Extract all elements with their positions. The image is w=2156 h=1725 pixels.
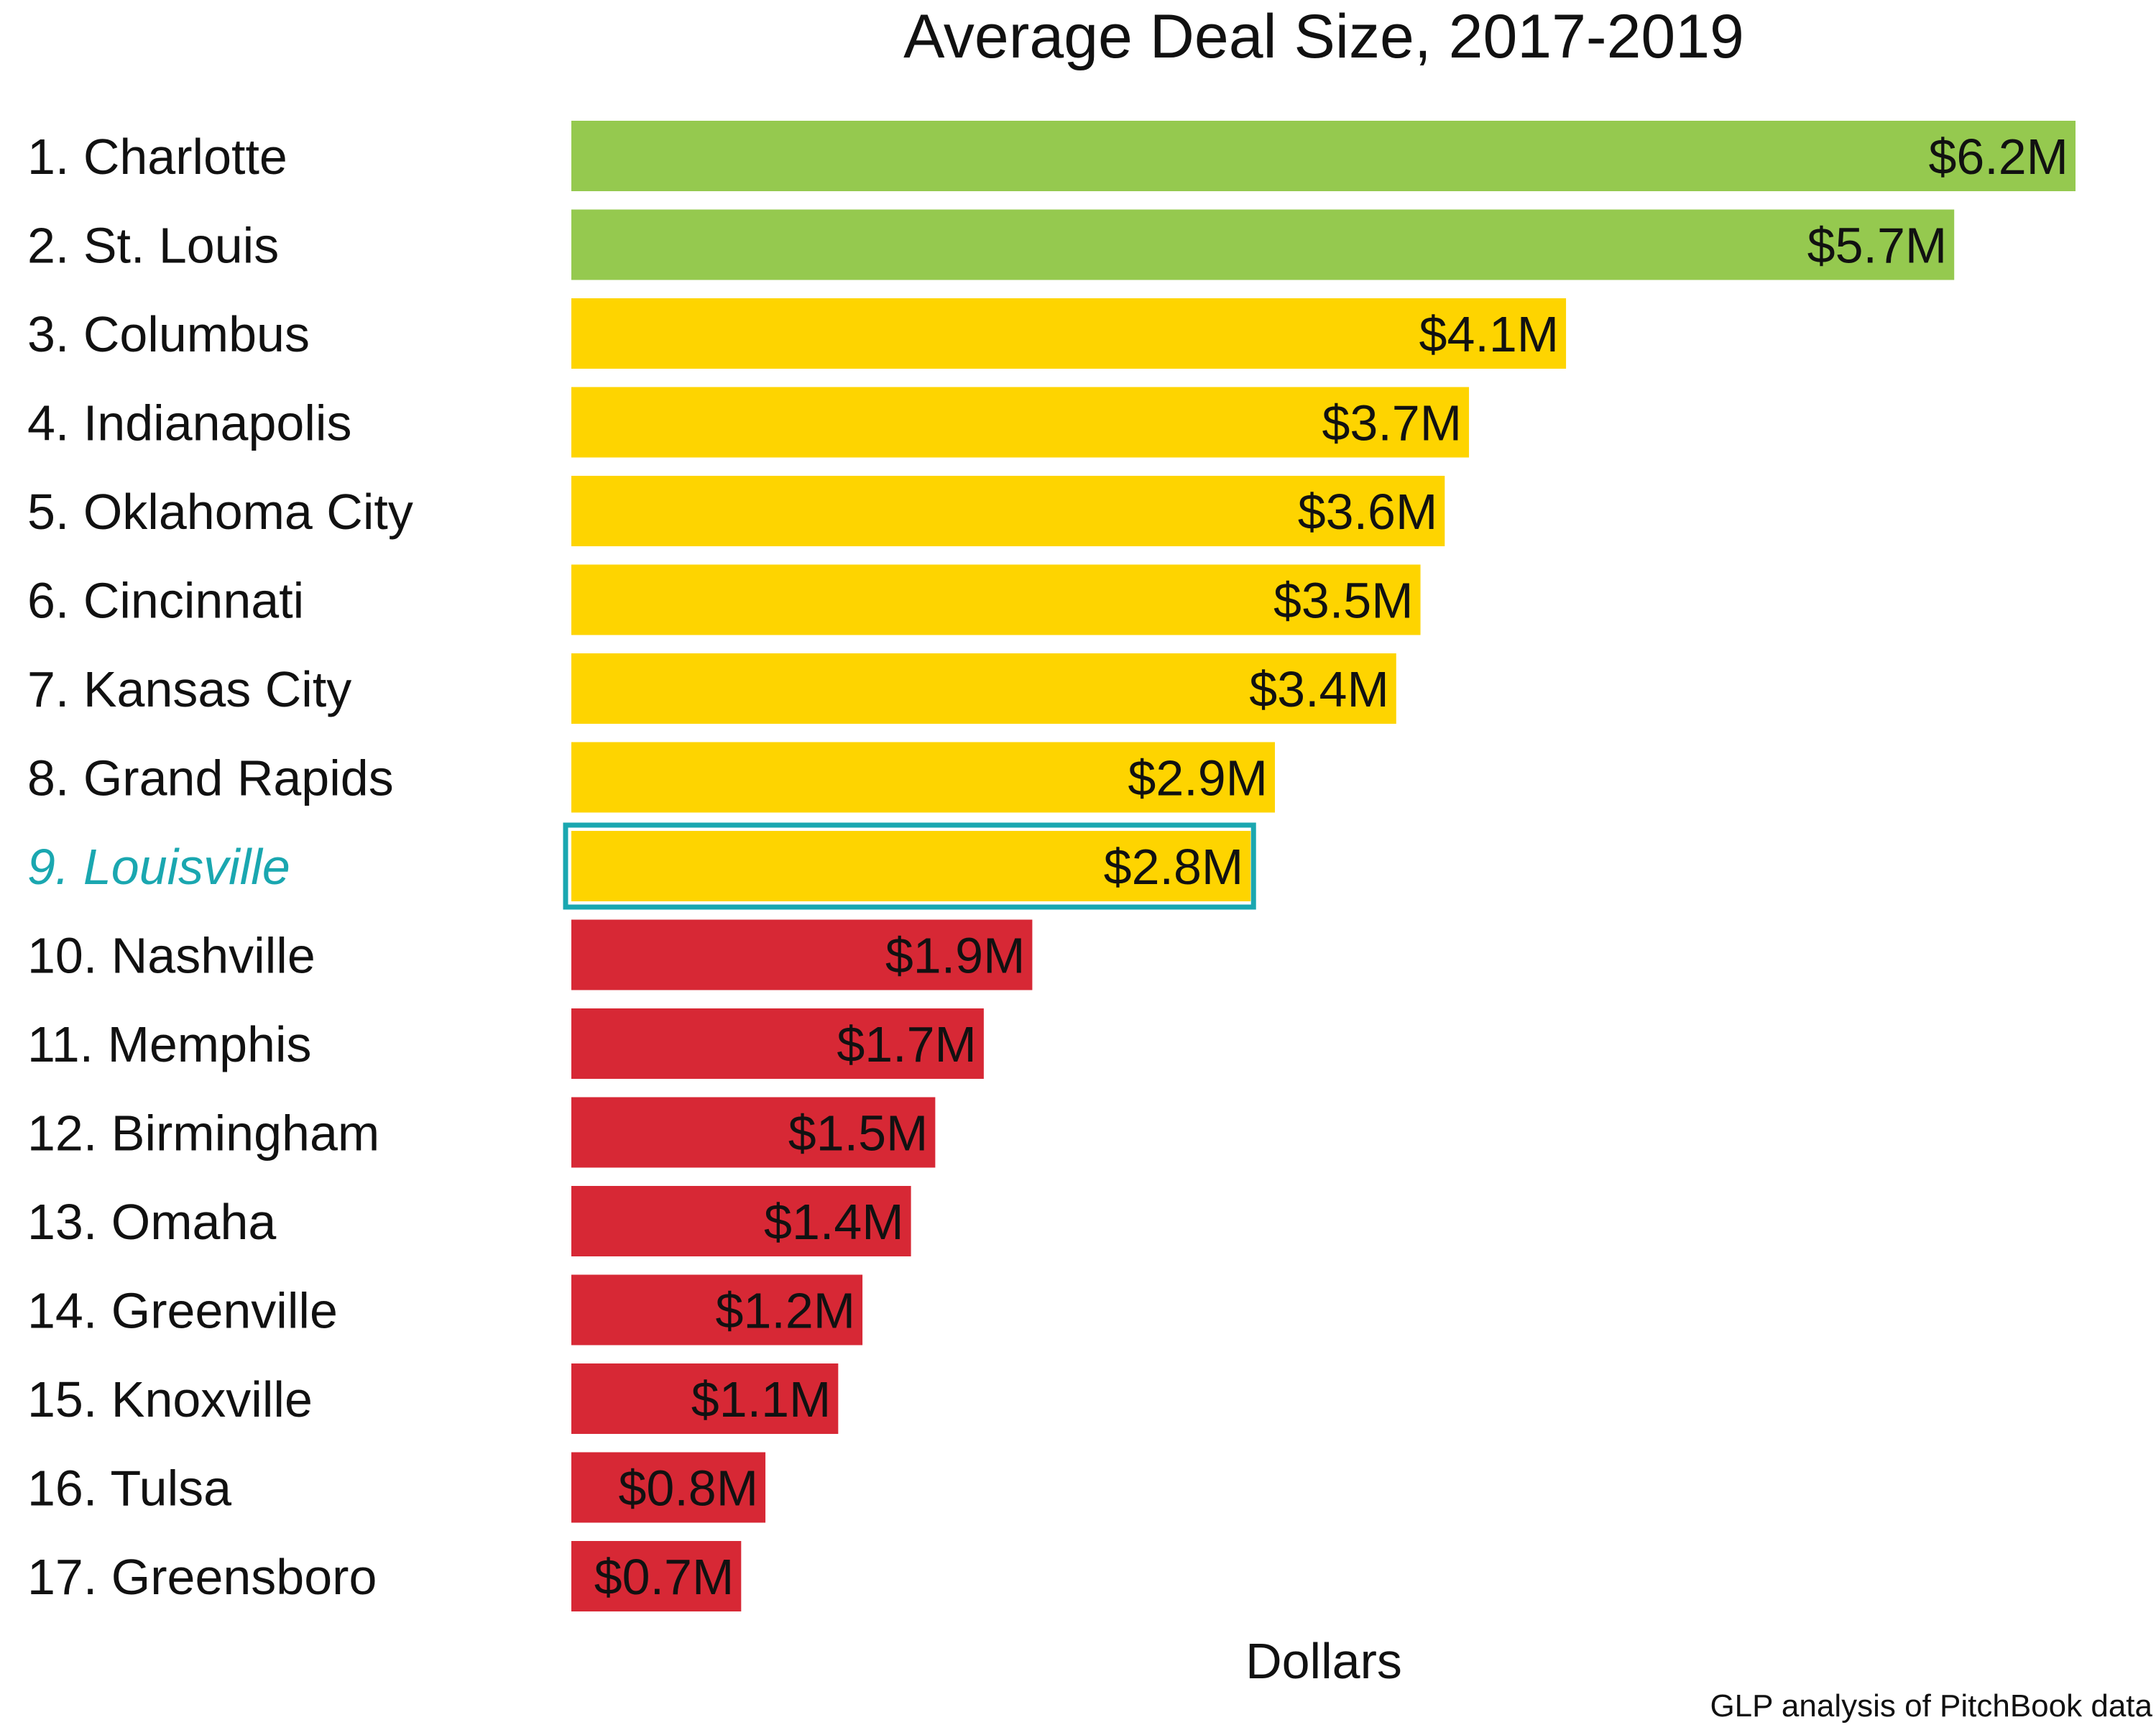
bar-row: 16. Tulsa $0.8M — [27, 1452, 766, 1523]
bar-row: 9. Louisville $2.8M — [27, 822, 1256, 910]
value-label: $1.5M — [788, 1105, 929, 1162]
value-label: $0.7M — [594, 1549, 734, 1605]
category-label: 7. Kansas City — [27, 661, 351, 717]
highlight-outline — [563, 822, 1256, 910]
bar-row: 2. St. Louis $5.7M — [27, 209, 1955, 280]
value-label: $3.7M — [1322, 395, 1462, 451]
bar-row: 8. Grand Rapids $2.9M — [27, 742, 1275, 813]
category-label: 17. Greensboro — [27, 1549, 377, 1605]
value-label: $4.1M — [1419, 306, 1560, 362]
bar-row: 6. Cincinnati $3.5M — [27, 564, 1421, 635]
bar-row: 1. Charlotte $6.2M — [27, 121, 2076, 191]
category-label: 10. Nashville — [27, 928, 315, 984]
category-label: 2. St. Louis — [27, 218, 279, 274]
category-label: 1. Charlotte — [27, 129, 287, 185]
bar-row: 4. Indianapolis $3.7M — [27, 387, 1470, 458]
bar-row: 13. Omaha $1.4M — [27, 1186, 911, 1256]
bar — [571, 121, 2076, 191]
bar — [571, 1097, 936, 1168]
value-label: $1.7M — [837, 1016, 977, 1072]
bars-layer: 1. Charlotte $6.2M 2. St. Louis $5.7M 3. Col… — [27, 121, 2076, 1611]
category-label: 12. Birmingham — [27, 1105, 379, 1162]
category-label: 13. Omaha — [27, 1194, 276, 1250]
bar — [571, 1274, 863, 1346]
bar-row: 12. Birmingham $1.5M — [27, 1097, 936, 1168]
category-label: 5. Oklahoma City — [27, 484, 413, 540]
bar — [571, 653, 1396, 724]
x-axis-label: Dollars — [1245, 1633, 1402, 1689]
value-label: $5.7M — [1807, 218, 1948, 274]
bar — [571, 298, 1567, 369]
value-label: $1.9M — [885, 928, 1026, 984]
value-label: $2.8M — [1104, 839, 1244, 895]
bar-row: 14. Greenville $1.2M — [27, 1274, 863, 1346]
source-note: GLP analysis of PitchBook data — [1710, 1688, 2152, 1724]
category-label: 3. Columbus — [27, 306, 310, 362]
bar — [571, 1452, 766, 1523]
category-label: 15. Knoxville — [27, 1371, 313, 1427]
value-label: $3.6M — [1298, 484, 1438, 540]
bar — [571, 1186, 911, 1256]
value-label: $3.4M — [1249, 661, 1389, 717]
bar — [571, 831, 1251, 901]
bar — [571, 1008, 984, 1079]
bar-row: 7. Kansas City $3.4M — [27, 653, 1396, 724]
chart-title: Average Deal Size, 2017-2019 — [903, 2, 1744, 71]
bar — [571, 564, 1421, 635]
category-label: 8. Grand Rapids — [27, 750, 394, 806]
value-label: $1.2M — [716, 1283, 856, 1339]
value-label: $6.2M — [1928, 129, 2068, 185]
category-label: 9. Louisville — [27, 839, 290, 895]
value-label: $1.4M — [764, 1194, 904, 1250]
value-label: $3.5M — [1273, 573, 1414, 629]
category-label: 14. Greenville — [27, 1283, 338, 1339]
bar — [571, 742, 1275, 813]
bar-row: 10. Nashville $1.9M — [27, 919, 1033, 990]
value-label: $2.9M — [1128, 750, 1268, 806]
bar-row: 3. Columbus $4.1M — [27, 298, 1567, 369]
bar-row: 17. Greensboro $0.7M — [27, 1541, 742, 1611]
category-label: 6. Cincinnati — [27, 573, 304, 629]
bar-row: 5. Oklahoma City $3.6M — [27, 476, 1445, 546]
bar — [571, 476, 1445, 546]
bar-row: 15. Knoxville $1.1M — [27, 1363, 839, 1434]
bar — [571, 1363, 839, 1434]
bar-row: 11. Memphis $1.7M — [27, 1008, 984, 1079]
category-label: 11. Memphis — [27, 1016, 312, 1072]
bar — [571, 209, 1955, 280]
bar — [571, 387, 1470, 458]
bar — [571, 1541, 742, 1611]
value-label: $0.8M — [619, 1460, 759, 1517]
value-label: $1.1M — [691, 1371, 831, 1427]
category-label: 16. Tulsa — [27, 1460, 231, 1517]
bar — [571, 919, 1033, 990]
category-label: 4. Indianapolis — [27, 395, 351, 451]
